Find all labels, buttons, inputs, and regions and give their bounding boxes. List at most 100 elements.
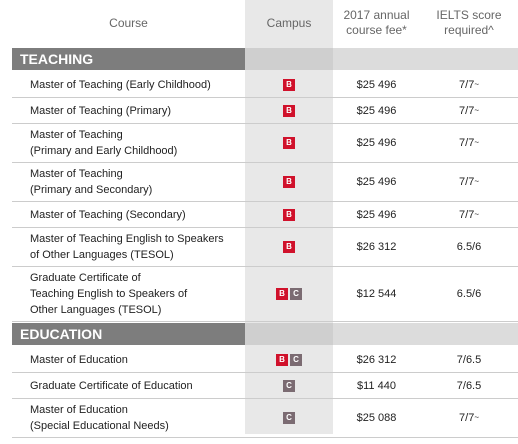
course-cell: Master of Education (Special Educational … [12,399,245,437]
row-separator [12,97,518,98]
campus-badge: C [283,412,295,424]
ielts: 6.5/6 [456,288,482,300]
row-separator [12,321,518,322]
ielts-cell: 7/7 ~ [420,98,518,123]
ielts-note: ~ [474,413,479,422]
campus-badge: B [283,241,295,253]
campus-badge: B [283,104,295,117]
header-line: course fee* [346,23,407,37]
course-cell: Master of Teaching (Primary and Secondary… [12,163,245,201]
row-separator [12,227,518,228]
campus-cell: B [245,98,333,123]
fee-cell: $25 496 [333,124,420,162]
line: Master of Teaching (Primary) [30,103,245,119]
course-line: Master of Teaching [30,168,123,180]
section-title: EDUCATION [20,326,103,342]
fee-cell: $25 496 [333,72,420,97]
row-separator [12,398,518,399]
fee: $25 496 [356,137,397,149]
section-header: EDUCATION [12,323,245,345]
line: Master of Teaching English to Speakers [30,231,245,247]
ielts-note: ~ [474,177,479,186]
ielts-note: ~ [474,138,479,147]
header-course: Course [12,0,245,46]
section-title: TEACHING [20,51,94,67]
line: 2017 annual [343,8,409,23]
ielts: 7/6.5 [456,353,482,366]
course-cell: Master of Teaching (Primary and Early Chi… [12,124,245,162]
line: Master of Teaching (Secondary) [30,207,245,223]
line: course fee* [346,23,407,38]
line: Graduate Certificate of Education [30,378,245,394]
header-line: required^ [444,23,494,37]
campus-cell: B [245,163,333,201]
ielts-cell: 6.5/6 [420,267,518,321]
line: Graduate Certificate of [30,270,245,286]
header-line: 2017 annual [343,8,410,22]
line: Master of Education [30,352,245,368]
ielts: 7/7 [459,176,475,188]
line: Other Languages (TESOL) [30,302,245,318]
ielts-cell: 7/7 ~ [420,163,518,201]
line: Master of Education [30,402,245,418]
course-line: Teaching English to Speakers of [30,288,188,300]
header-ielts: IELTS score required^ [420,0,518,46]
fee: $11 440 [357,379,396,392]
fee-cell: $25 088 [333,399,420,437]
ielts-note: ~ [474,77,479,93]
ielts: 6.5/6 [456,241,482,253]
header-campus: Campus [266,15,312,30]
section-fill [245,48,333,70]
ielts-note: ~ [474,207,479,223]
header-line: IELTS score [436,8,502,22]
course-line: (Primary and Secondary) [30,184,153,196]
header-course: Course [109,15,148,30]
campus-badge: B [283,78,295,91]
fee: $25 496 [356,176,397,188]
ielts-cell: 7/6.5 [420,347,518,372]
line: Master of Teaching [30,166,245,182]
ielts-note: ~ [474,410,479,426]
course-cell: Master of Education [12,347,245,372]
row-separator [12,372,518,373]
section-fill [333,48,518,70]
campus-badge: C [283,379,295,392]
fee-cell: $25 496 [333,202,420,227]
ielts-note: ~ [474,209,479,219]
ielts-note: ~ [474,105,479,115]
fee: $12 544 [356,288,397,300]
section-fill [245,323,333,345]
course-line: (Special Educational Needs) [30,420,169,432]
fee-cell: $26 312 [333,347,420,372]
ielts-note: ~ [474,79,479,89]
line: Master of Teaching (Early Childhood) [30,77,245,93]
line: (Primary and Early Childhood) [30,143,245,159]
course-line: (Primary and Early Childhood) [30,145,178,157]
fee: $25 088 [356,412,397,424]
campus-badge: B [276,288,288,300]
course-line: Graduate Certificate of [30,272,141,284]
fee: $25 496 [356,208,397,221]
ielts: 7/7 [459,137,475,149]
line: of Other Languages (TESOL) [30,247,245,263]
ielts-cell: 7/7 ~ [420,72,518,97]
line: (Primary and Secondary) [30,182,245,198]
course-line: Master of Teaching (Secondary) [30,208,186,221]
campus-cell: B [245,72,333,97]
ielts-note: ~ [474,103,479,119]
fee-cell: $26 312 [333,228,420,266]
course-line: Other Languages (TESOL) [30,304,162,316]
line: required^ [444,23,494,38]
campus-cell: B [245,124,333,162]
campus-badge: C [290,288,302,300]
course-line: Master of Teaching English to Speakers [30,233,224,245]
campus-badge: B [283,176,295,188]
ielts: 7/7 [459,78,475,91]
campus-cell: B [245,202,333,227]
ielts: 7/7 [459,412,475,424]
campus-cell: C [245,373,333,398]
